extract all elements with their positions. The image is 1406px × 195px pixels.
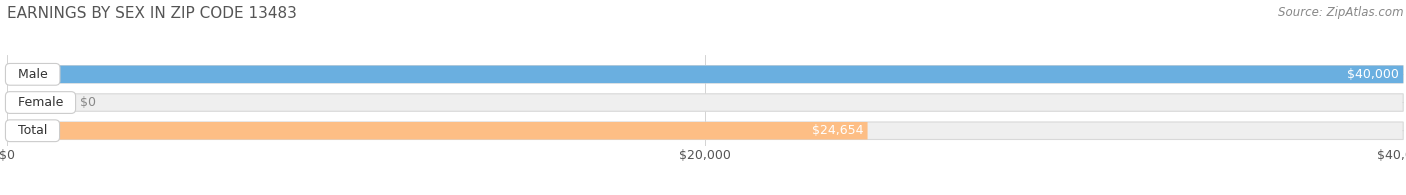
- Text: $24,654: $24,654: [811, 124, 863, 137]
- FancyBboxPatch shape: [7, 94, 1403, 111]
- FancyBboxPatch shape: [7, 122, 868, 139]
- Text: EARNINGS BY SEX IN ZIP CODE 13483: EARNINGS BY SEX IN ZIP CODE 13483: [7, 6, 297, 21]
- FancyBboxPatch shape: [7, 66, 1403, 83]
- Text: $0: $0: [80, 96, 96, 109]
- FancyBboxPatch shape: [7, 66, 1403, 83]
- Text: Male: Male: [10, 68, 56, 81]
- Text: Female: Female: [10, 96, 72, 109]
- Text: $40,000: $40,000: [1347, 68, 1399, 81]
- FancyBboxPatch shape: [7, 94, 63, 111]
- Text: Source: ZipAtlas.com: Source: ZipAtlas.com: [1278, 6, 1403, 19]
- FancyBboxPatch shape: [7, 122, 1403, 139]
- Text: Total: Total: [10, 124, 55, 137]
